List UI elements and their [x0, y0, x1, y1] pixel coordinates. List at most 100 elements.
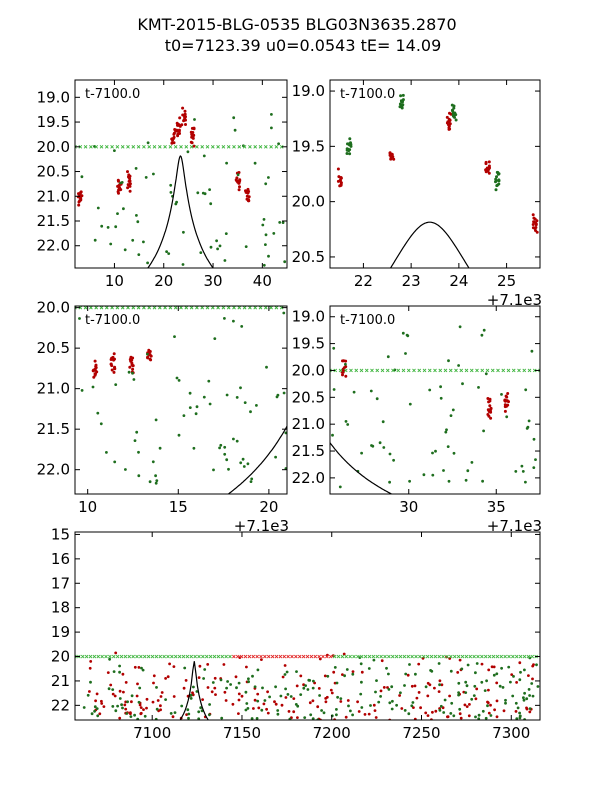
green-data-point	[408, 402, 412, 406]
x-marker-point	[496, 368, 500, 373]
red-data-point	[486, 701, 490, 705]
green-data-point	[349, 141, 352, 145]
green-data-point	[270, 126, 273, 130]
green-data-point	[175, 376, 179, 380]
red-data-point	[493, 708, 496, 712]
green-data-point	[386, 355, 390, 359]
red-data-point	[488, 404, 492, 408]
y-tick-label: 19.5	[292, 137, 325, 155]
green-data-point	[374, 690, 377, 694]
green-data-point	[232, 319, 235, 323]
green-data-point	[494, 188, 498, 192]
red-data-point	[95, 692, 99, 696]
green-data-point	[276, 709, 280, 712]
green-data-point	[118, 664, 121, 668]
green-data-point	[360, 451, 363, 455]
red-data-point	[495, 699, 499, 703]
green-data-point	[144, 176, 148, 179]
green-data-point	[202, 154, 206, 158]
x-marker-point	[459, 368, 464, 373]
x-marker-point	[380, 368, 385, 373]
green-data-point	[133, 713, 137, 717]
x-marker-point	[189, 144, 194, 149]
red-data-point	[147, 350, 151, 354]
green-data-point	[203, 668, 207, 671]
x-marker-point	[243, 654, 248, 659]
green-data-point	[400, 106, 404, 110]
green-data-point	[78, 317, 81, 320]
green-data-point	[497, 182, 501, 186]
red-data-point	[222, 663, 226, 666]
green-data-point	[227, 467, 230, 471]
green-data-point	[387, 688, 391, 691]
red-data-point	[159, 695, 163, 698]
green-data-point	[232, 437, 235, 441]
green-data-point	[223, 445, 227, 449]
x-marker-point	[427, 368, 432, 373]
green-data-point	[509, 680, 512, 684]
green-data-point	[232, 116, 236, 120]
green-data-point	[452, 104, 456, 108]
red-data-point	[138, 703, 142, 707]
green-data-point	[180, 704, 184, 708]
x-marker-point	[142, 144, 146, 149]
green-data-point	[284, 431, 287, 435]
x-marker-point	[235, 654, 240, 659]
x-marker-point	[348, 654, 352, 659]
green-data-point	[255, 717, 259, 720]
red-data-point	[487, 400, 491, 404]
red-data-point	[109, 683, 113, 687]
red-data-point	[487, 711, 491, 715]
x-marker-point	[429, 654, 434, 659]
plot-area	[75, 106, 287, 268]
green-data-point	[404, 672, 408, 676]
green-data-point	[331, 433, 334, 437]
green-data-point	[299, 693, 303, 696]
green-data-point	[203, 192, 207, 196]
green-data-point	[183, 666, 187, 670]
red-data-point	[487, 668, 491, 672]
x-marker-point	[330, 368, 332, 373]
green-data-point	[449, 669, 453, 673]
green-data-point	[322, 711, 326, 715]
x-marker-point	[184, 144, 189, 149]
green-data-point	[335, 713, 338, 717]
x-marker-point	[454, 368, 458, 373]
red-data-point	[342, 652, 346, 656]
green-data-point	[262, 263, 266, 267]
red-data-point	[296, 716, 299, 719]
red-data-point	[503, 405, 507, 409]
red-data-point	[246, 191, 250, 195]
red-data-point	[109, 362, 113, 366]
x-marker-point	[189, 654, 194, 659]
red-data-point	[237, 712, 240, 715]
red-data-point	[480, 662, 484, 666]
x-marker-point	[449, 654, 453, 659]
red-data-point	[417, 691, 421, 694]
green-data-point	[470, 461, 474, 464]
red-data-point	[131, 356, 135, 360]
green-data-point	[458, 707, 462, 711]
green-data-point	[281, 221, 285, 225]
red-data-point	[114, 651, 118, 655]
red-data-point	[412, 706, 415, 709]
red-data-point	[180, 123, 184, 127]
x-marker-point	[325, 654, 329, 659]
green-data-point	[401, 93, 405, 97]
x-marker-point	[418, 654, 422, 659]
green-data-point	[345, 668, 349, 671]
axes-frame	[74, 79, 288, 269]
red-data-point	[266, 711, 270, 715]
green-data-point	[473, 684, 477, 688]
red-data-point	[93, 359, 97, 363]
red-data-point	[237, 692, 241, 696]
x-marker-point	[255, 654, 259, 659]
x-marker-point	[84, 654, 89, 659]
x-marker-point	[195, 144, 199, 149]
green-data-point	[251, 674, 254, 678]
x-marker-point	[385, 368, 390, 373]
red-data-point	[151, 700, 155, 704]
green-data-point	[457, 681, 461, 685]
red-data-point	[489, 703, 492, 707]
green-data-point	[151, 460, 155, 464]
